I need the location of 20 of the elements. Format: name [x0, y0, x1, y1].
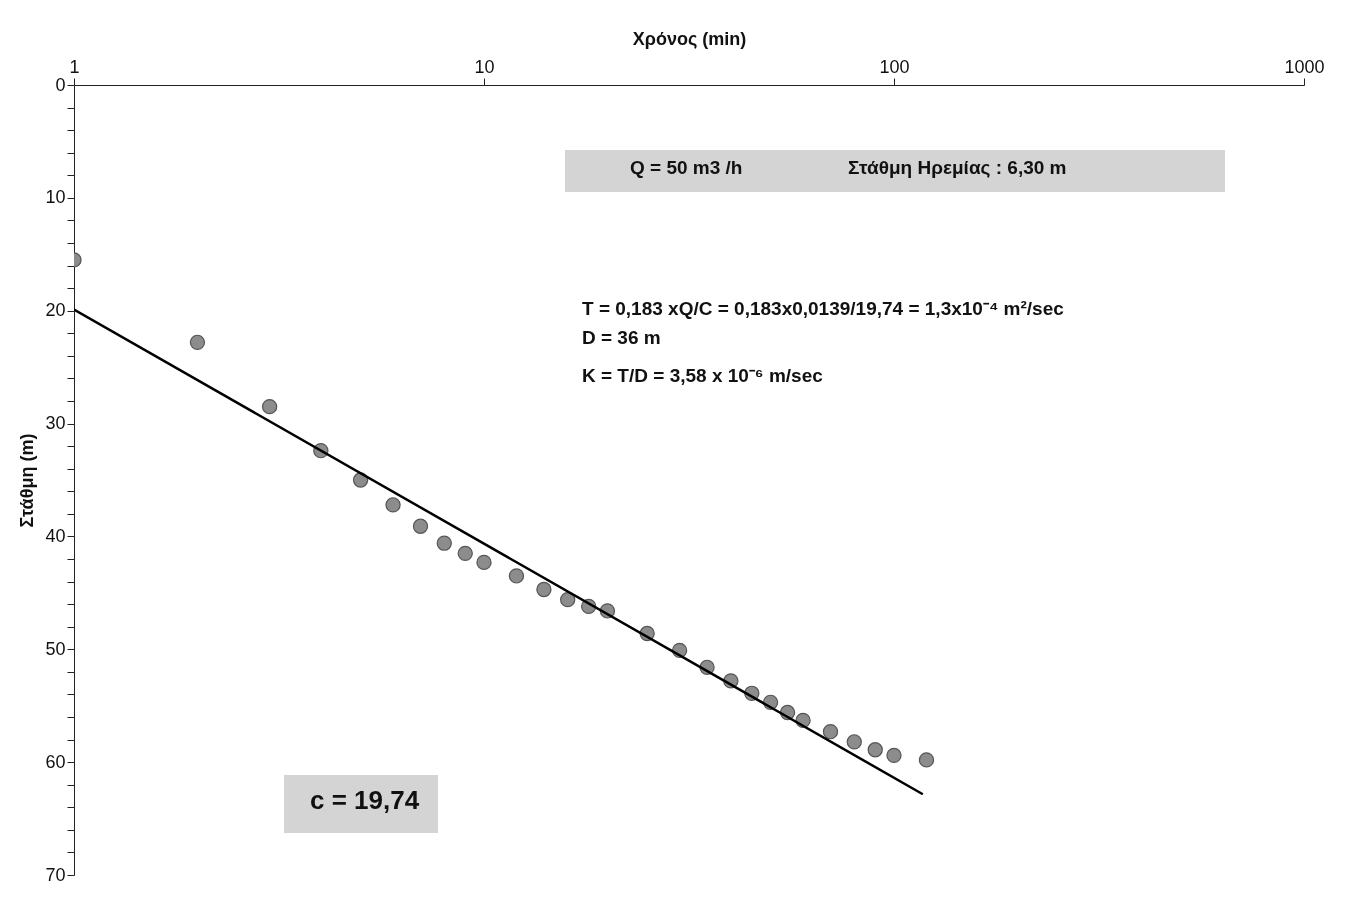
y-tick-label: 60: [45, 751, 66, 772]
y-tick-label: 10: [45, 187, 66, 208]
y-tick-label: 70: [45, 864, 66, 885]
annotation: Q = 50 m3 /h: [630, 157, 743, 179]
y-tick-label: 0: [55, 74, 66, 95]
annotation: T = 0,183 xQ/C = 0,183x0,0139/19,74 = 1,3x10⁻⁴ m²/sec: [582, 297, 1064, 321]
annotation: c = 19,74: [310, 785, 420, 816]
y-tick-label: 20: [45, 300, 66, 321]
y-tick-label: 40: [45, 525, 66, 546]
annotation: D = 36 m: [582, 327, 661, 349]
x-tick-label: 100: [879, 56, 910, 77]
annotation: Στάθμη Ηρεμίας : 6,30 m: [848, 157, 1067, 179]
y-tick-label: 30: [45, 413, 66, 434]
x-axis-title: Χρόνος (min): [632, 28, 747, 49]
y-tick-label: 50: [45, 638, 66, 659]
x-tick-label: 1000: [1284, 56, 1325, 77]
annotation: K = T/D = 3,58 x 10⁻⁶ m/sec: [582, 364, 823, 388]
y-axis-title: Στάθμη (m): [17, 433, 38, 528]
x-tick-label: 10: [474, 56, 495, 77]
x-tick-label: 1: [69, 56, 80, 77]
